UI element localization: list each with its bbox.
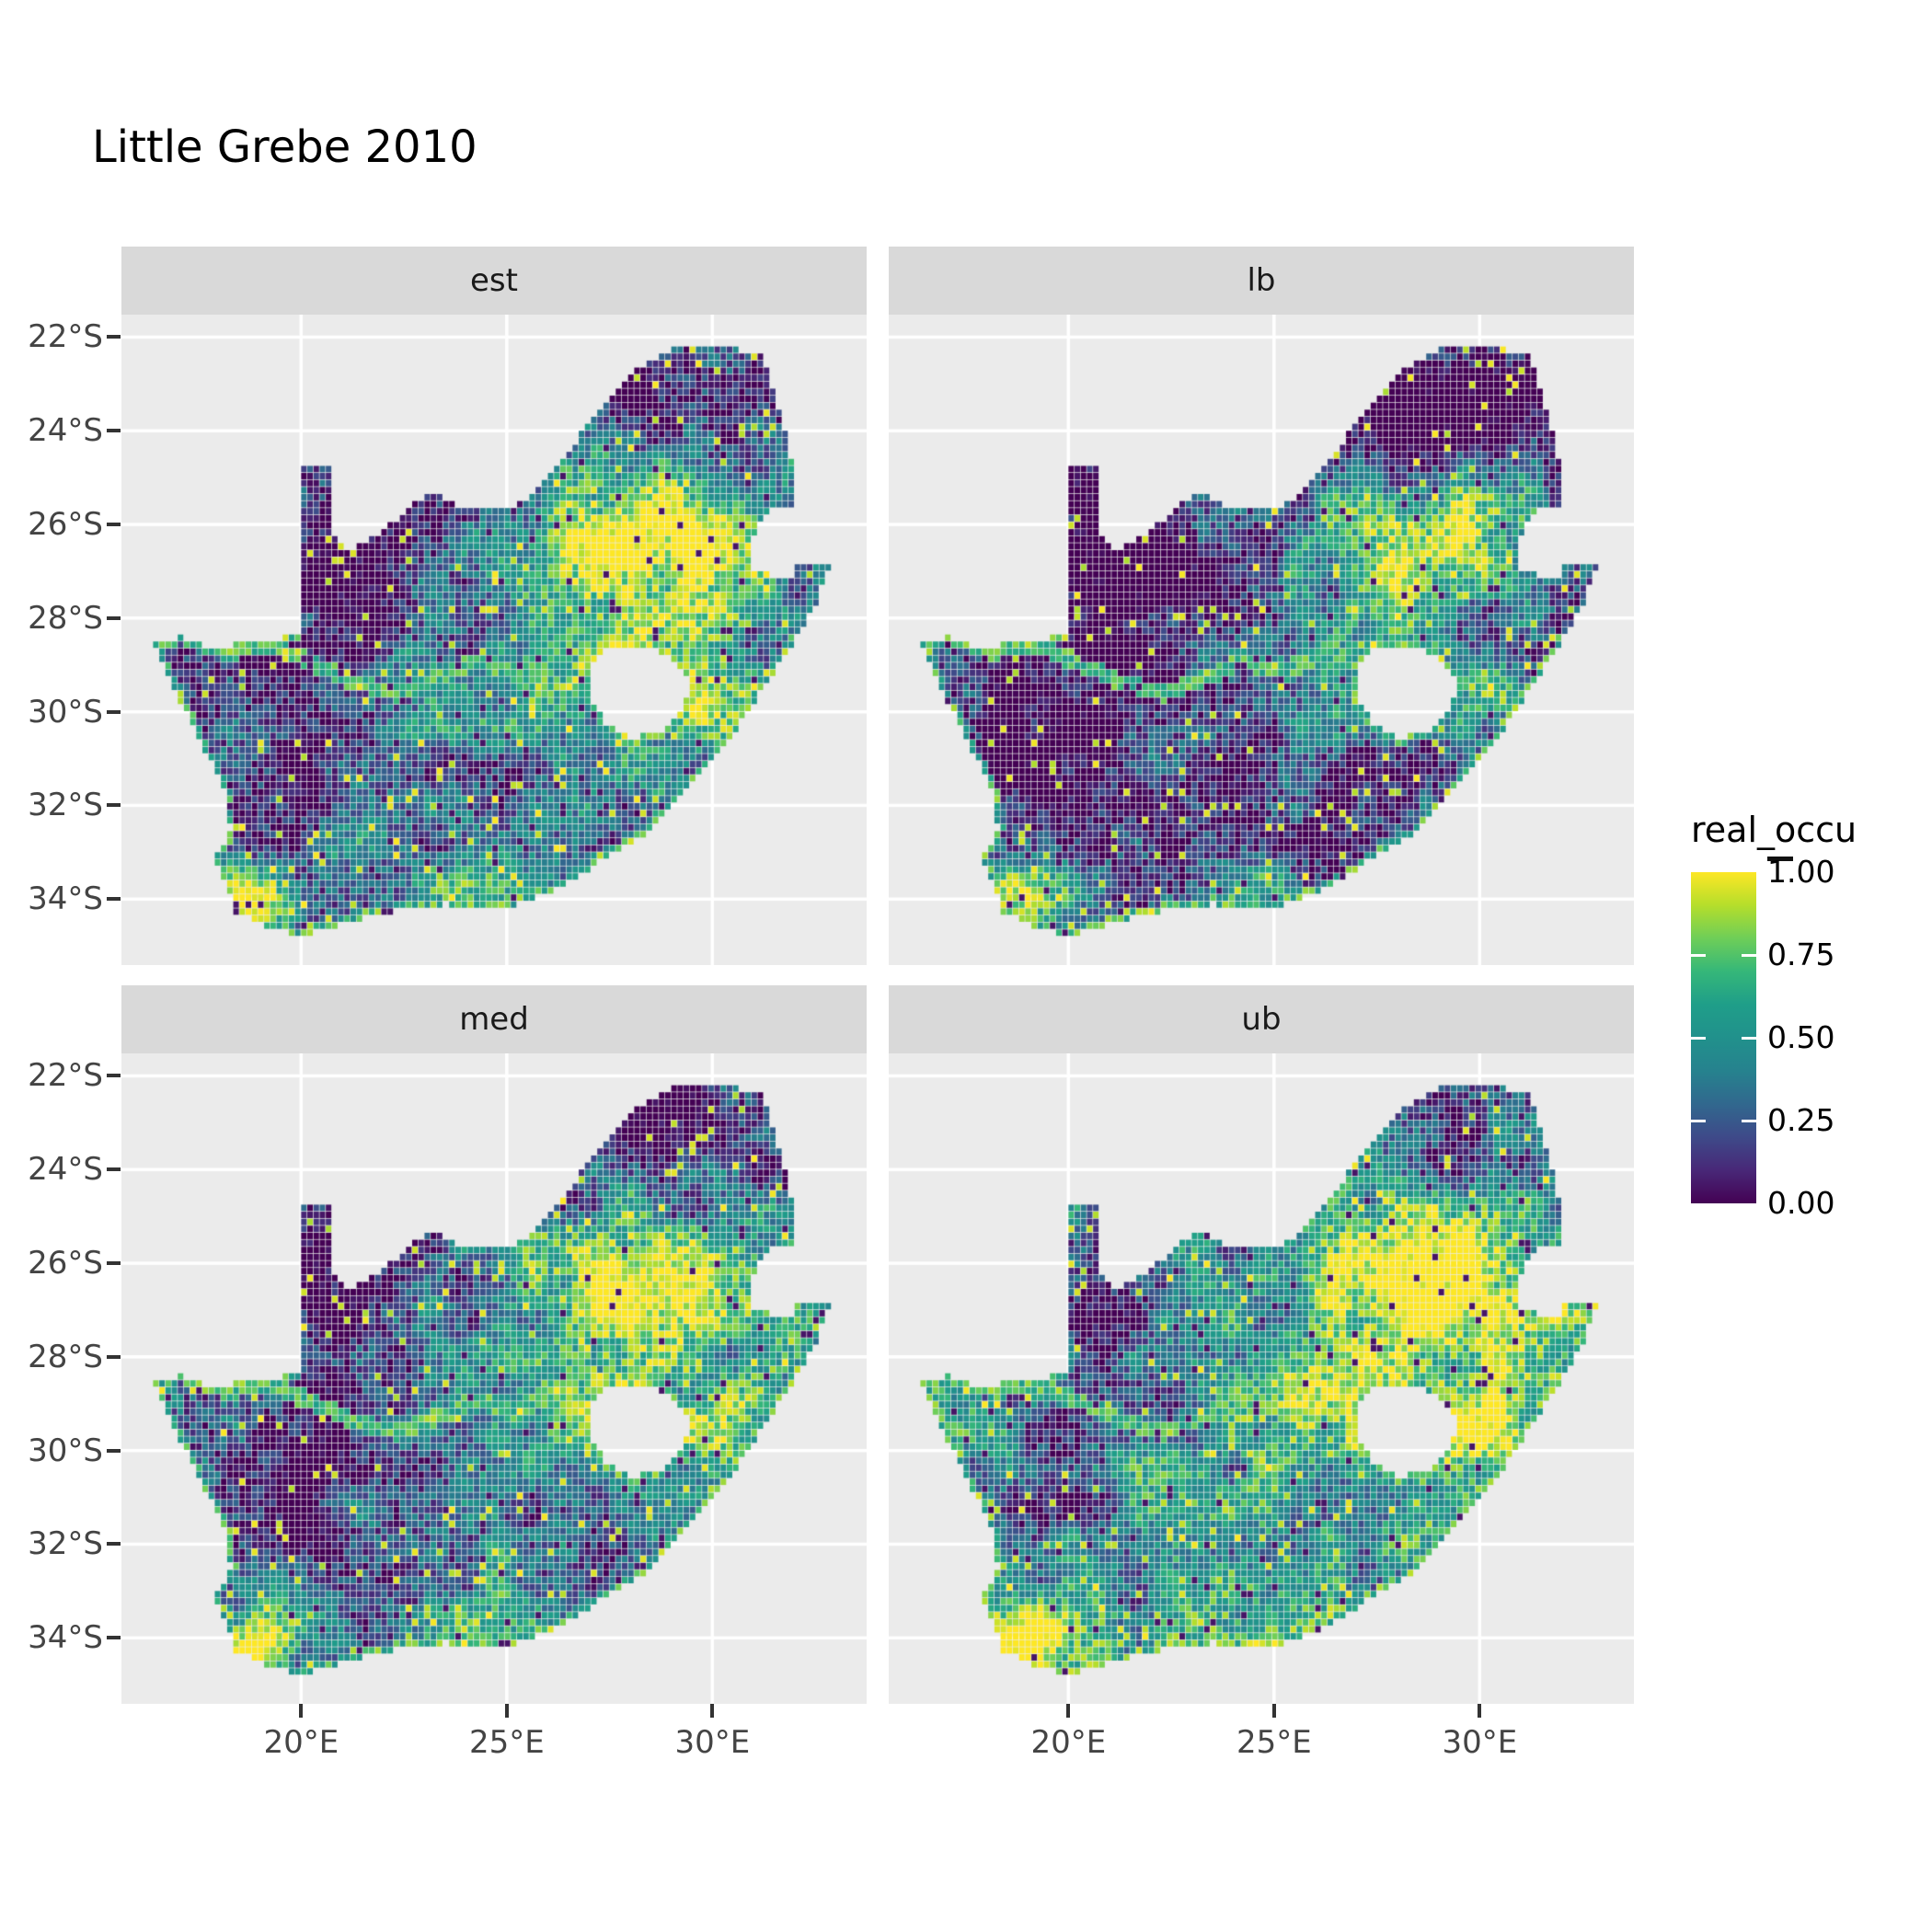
legend-colorbar-tick <box>1742 1036 1756 1040</box>
legend-tick-label: 0.75 <box>1767 937 1835 972</box>
map-panel-lb <box>889 315 1634 965</box>
y-tick-label: 30°S <box>28 693 103 730</box>
legend-tick-label: 1.00 <box>1767 854 1835 890</box>
facet-ub: ub <box>889 985 1634 1704</box>
x-tick-label: 25°E <box>1236 1724 1312 1761</box>
y-axis-tick <box>107 615 121 620</box>
y-axis-tick <box>107 335 121 339</box>
legend-tick-label: 0.25 <box>1767 1102 1835 1138</box>
map-panel-est <box>121 315 867 965</box>
y-axis-tick <box>107 1167 121 1172</box>
facet-med: med <box>121 985 867 1704</box>
y-tick-label: 22°S <box>28 318 103 356</box>
y-axis-tick <box>107 429 121 433</box>
legend-colorbar-tick <box>1691 1119 1706 1122</box>
map-panel-med <box>121 1053 867 1704</box>
legend-colorbar-tick <box>1742 953 1756 957</box>
y-tick-label: 32°S <box>28 1525 103 1563</box>
facet-strip-label-lb: lb <box>1247 262 1276 299</box>
y-tick-label: 34°S <box>28 1619 103 1657</box>
legend-colorbar <box>1691 872 1756 1203</box>
y-tick-label: 32°S <box>28 787 103 824</box>
y-axis-tick <box>107 1261 121 1266</box>
facet-strip-label-med: med <box>459 1001 529 1038</box>
facet-strip-lb: lb <box>889 247 1634 315</box>
x-tick-label: 25°E <box>468 1724 545 1761</box>
y-axis-tick <box>107 1354 121 1359</box>
y-tick-label: 28°S <box>28 1338 103 1375</box>
y-axis-tick <box>107 523 121 527</box>
facet-est: est <box>121 247 867 965</box>
x-tick-label: 30°E <box>674 1724 751 1761</box>
y-tick-label: 24°S <box>28 1151 103 1189</box>
x-axis-tick <box>504 1704 509 1718</box>
map-panel-ub <box>889 1053 1634 1704</box>
y-axis-tick <box>107 897 121 902</box>
y-tick-label: 22°S <box>28 1057 103 1095</box>
facet-strip-ub: ub <box>889 985 1634 1053</box>
facet-lb: lb <box>889 247 1634 965</box>
plot-title: Little Grebe 2010 <box>92 121 477 173</box>
x-tick-label: 20°E <box>263 1724 339 1761</box>
legend-title: real_occu <box>1691 810 1857 850</box>
y-tick-label: 26°S <box>28 506 103 544</box>
legend-tick-label: 0.00 <box>1767 1185 1835 1221</box>
y-tick-label: 30°S <box>28 1432 103 1469</box>
facet-strip-label-est: est <box>470 262 518 299</box>
y-axis-tick <box>107 1448 121 1453</box>
facet-strip-label-ub: ub <box>1241 1001 1282 1038</box>
legend-tick-label: 0.50 <box>1767 1019 1835 1055</box>
legend-colorbar-tick <box>1742 1119 1756 1122</box>
x-tick-label: 30°E <box>1442 1724 1518 1761</box>
y-axis-tick <box>107 803 121 808</box>
y-axis-tick <box>107 709 121 714</box>
x-axis-tick <box>1478 1704 1482 1718</box>
legend-colorbar-tick <box>1691 953 1706 957</box>
legend-colorbar-tick <box>1691 1036 1706 1040</box>
y-axis-tick <box>107 1542 121 1547</box>
x-tick-label: 20°E <box>1030 1724 1107 1761</box>
y-tick-label: 34°S <box>28 880 103 918</box>
y-tick-label: 28°S <box>28 599 103 637</box>
y-tick-label: 26°S <box>28 1245 103 1282</box>
y-tick-label: 24°S <box>28 412 103 450</box>
x-axis-tick <box>299 1704 304 1718</box>
facet-strip-est: est <box>121 247 867 315</box>
x-axis-tick <box>1066 1704 1071 1718</box>
x-axis-tick <box>1271 1704 1276 1718</box>
y-axis-tick <box>107 1636 121 1640</box>
y-axis-tick <box>107 1074 121 1078</box>
x-axis-tick <box>710 1704 715 1718</box>
legend-top-tick <box>1767 857 1793 861</box>
facet-strip-med: med <box>121 985 867 1053</box>
